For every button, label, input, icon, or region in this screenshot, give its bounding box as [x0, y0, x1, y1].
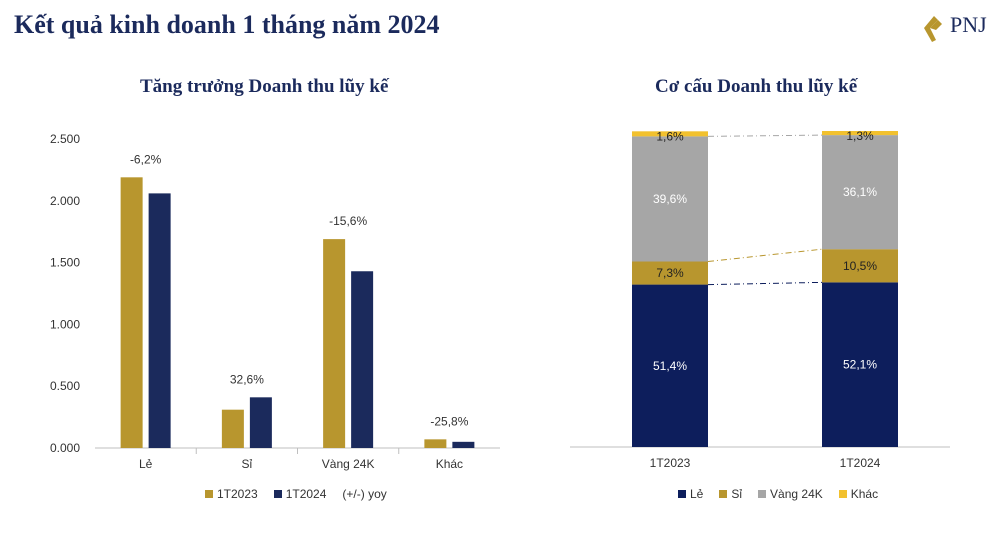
- bar-1t2023: [221, 409, 244, 448]
- segment-sỉ: [822, 249, 898, 283]
- segment-label: 1,3%: [846, 129, 874, 143]
- legend-label: Sỉ: [731, 487, 743, 501]
- segment-lẻ: [632, 284, 708, 447]
- x-tick-label: Sỉ: [242, 457, 253, 471]
- legend-item-le: Lẻ: [678, 487, 703, 501]
- bar-1t2023: [424, 439, 447, 448]
- x-tick-label: Lẻ: [139, 457, 153, 471]
- legend-swatch-gold: [719, 490, 728, 498]
- bar-1t2024: [249, 397, 272, 448]
- segment-label: 39,6%: [653, 192, 687, 206]
- legend-label: 1T2024: [285, 487, 327, 501]
- bar-1t2023: [120, 177, 143, 449]
- legend-swatch-dark-navy: [678, 490, 686, 498]
- legend-item-yoy: (+/-) yoy: [342, 487, 386, 501]
- legend-item-khac: Khác: [838, 487, 879, 501]
- x-tick-label: 1T2024: [840, 456, 881, 470]
- segment-label: 36,1%: [843, 185, 877, 199]
- segment-label: 7,3%: [656, 266, 684, 280]
- pnj-logo-icon: [924, 16, 942, 42]
- legend-swatch-gold: [205, 490, 213, 498]
- segment-vàng-24k: [632, 136, 708, 262]
- yoy-annotation: -15,6%: [329, 214, 367, 228]
- y-tick-label: 2.500: [50, 132, 80, 146]
- legend-swatch-grey: [758, 490, 767, 498]
- right-stacked-chart: 51,4% 7,3% 39,6% 1,6% 1T2023 52,1% 10,5% 36,1% 1…: [570, 129, 950, 470]
- yoy-annotation: -6,2%: [130, 152, 162, 166]
- y-tick-label: 1.500: [50, 256, 80, 270]
- y-tick-label: 0.500: [50, 379, 80, 393]
- legend-item-vang24k: Vàng 24K: [758, 487, 823, 501]
- legend-item-1t2024: 1T2024: [273, 487, 327, 501]
- legend-swatch-navy: [273, 490, 282, 498]
- legend-label: Vàng 24K: [770, 487, 823, 501]
- legend-label: (+/-) yoy: [342, 487, 387, 501]
- x-tick-label: 1T2023: [650, 456, 691, 470]
- logo-text: PNJ: [950, 12, 987, 37]
- y-tick-label: 2.000: [50, 194, 80, 208]
- bar-1t2024: [452, 441, 475, 448]
- yoy-annotation: 32,6%: [230, 372, 264, 386]
- x-tick-label: Khác: [436, 457, 463, 471]
- segment-label: 1,6%: [656, 129, 684, 143]
- right-chart-title: Cơ cấu Doanh thu lũy kế: [655, 76, 858, 97]
- bar-1t2023: [323, 239, 346, 448]
- page-title: Kết quả kinh doanh 1 tháng năm 2024: [14, 10, 440, 39]
- legend-label: 1T2023: [217, 487, 258, 501]
- right-legend: Lẻ Sỉ Vàng 24K Khác: [678, 487, 888, 501]
- segment-khác: [632, 131, 708, 137]
- legend-label: Khác: [850, 487, 879, 501]
- bar-1t2024: [148, 193, 171, 448]
- legend-label: Lẻ: [690, 487, 704, 501]
- y-tick-label: 0.000: [50, 441, 80, 455]
- segment-label: 10,5%: [843, 259, 877, 273]
- legend-swatch-yellow: [838, 490, 847, 498]
- y-tick-label: 1.000: [50, 317, 80, 331]
- legend-item-si: Sỉ: [719, 487, 742, 501]
- connector-line: [707, 134, 823, 137]
- segment-label: 52,1%: [843, 358, 877, 372]
- segment-lẻ: [822, 282, 898, 447]
- segment-sỉ: [632, 261, 708, 285]
- legend-item-1t2023: 1T2023: [205, 487, 258, 501]
- connector-line: [707, 248, 823, 263]
- segment-khác: [822, 131, 898, 136]
- segment-label: 51,4%: [653, 359, 687, 373]
- bar-1t2024: [351, 271, 374, 448]
- x-tick-label: Vàng 24K: [322, 457, 375, 471]
- left-chart-title: Tăng trưởng Doanh thu lũy kế: [140, 76, 389, 97]
- left-legend: 1T2023 1T2024 (+/-) yoy: [205, 487, 397, 501]
- segment-vàng-24k: [822, 135, 898, 250]
- left-bar-chart: 0.000 0.500 1.000 1.500 2.000 2.500 -6,2% Lẻ 32,…: [50, 132, 500, 471]
- connector-line: [707, 281, 823, 286]
- yoy-annotation: -25,8%: [430, 414, 468, 428]
